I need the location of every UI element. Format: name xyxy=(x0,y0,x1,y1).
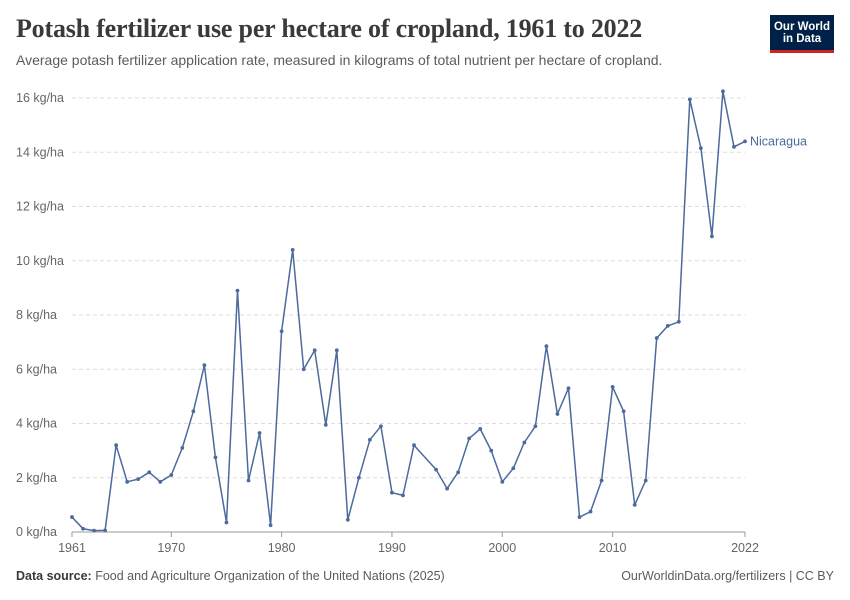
data-source: Data source: Food and Agriculture Organi… xyxy=(16,569,445,583)
line-chart: 0 kg/ha 2 kg/ha 4 kg/ha 6 kg/ha 8 kg/ha 10 kg… xyxy=(16,89,807,555)
data-point xyxy=(643,478,648,483)
x-tick-label: 2000 xyxy=(488,541,516,555)
data-point xyxy=(478,427,483,431)
data-point xyxy=(257,431,262,435)
data-source-label: Data source: xyxy=(16,569,92,583)
data-point xyxy=(103,528,107,533)
data-point xyxy=(698,146,703,151)
source-link[interactable]: OurWorldinData.org/fertilizers | CC BY xyxy=(621,569,834,583)
y-tick-label: 8 kg/ha xyxy=(16,308,57,322)
data-point xyxy=(268,523,273,528)
data-point xyxy=(676,319,681,324)
data-point xyxy=(312,348,317,353)
data-point xyxy=(654,336,659,340)
data-point xyxy=(191,409,196,414)
data-point xyxy=(566,386,571,391)
data-point xyxy=(213,455,218,460)
y-tick-label: 0 kg/ha xyxy=(16,525,57,539)
owid-logo[interactable]: Our World in Data xyxy=(770,15,834,53)
y-tick-label: 4 kg/ha xyxy=(16,417,57,431)
data-point xyxy=(401,493,405,498)
data-point xyxy=(92,528,96,533)
data-point xyxy=(158,479,163,484)
data-source-text: Food and Agriculture Organization of the… xyxy=(91,569,445,583)
x-tick-label: 1980 xyxy=(268,541,296,555)
data-point xyxy=(445,486,450,491)
y-tick-label: 6 kg/ha xyxy=(16,362,57,376)
data-point xyxy=(522,440,527,445)
data-point xyxy=(301,367,306,372)
data-point xyxy=(235,288,240,293)
data-point xyxy=(70,515,74,519)
y-tick-label: 14 kg/ha xyxy=(16,145,64,159)
data-point xyxy=(334,348,339,353)
data-point xyxy=(743,139,747,144)
data-point xyxy=(544,344,549,349)
chart-subtitle: Average potash fertilizer application ra… xyxy=(16,52,663,68)
data-point xyxy=(290,248,295,252)
data-point xyxy=(500,479,505,484)
data-point xyxy=(114,443,119,448)
chart-title: Potash fertilizer use per hectare of cro… xyxy=(16,14,643,43)
data-point xyxy=(202,363,207,368)
data-point xyxy=(577,515,582,519)
y-tick-label: 12 kg/ha xyxy=(16,200,64,214)
data-point xyxy=(246,478,251,483)
data-point xyxy=(81,526,85,531)
data-point xyxy=(511,466,516,471)
data-point xyxy=(125,479,130,484)
data-point xyxy=(687,97,692,102)
data-point xyxy=(533,424,538,429)
x-tick-label: 1970 xyxy=(157,541,185,555)
data-point xyxy=(610,384,615,389)
series-label: Nicaragua xyxy=(750,134,807,148)
data-point xyxy=(147,470,152,475)
data-point xyxy=(632,502,637,507)
data-point xyxy=(412,443,416,448)
data-point xyxy=(621,409,626,414)
x-tick-label: 1990 xyxy=(378,541,406,555)
data-point xyxy=(367,437,372,442)
data-point xyxy=(323,422,328,427)
x-tick-label: 2022 xyxy=(731,541,759,555)
data-point xyxy=(136,477,141,482)
logo-line-2: in Data xyxy=(782,33,822,45)
data-point xyxy=(279,329,284,334)
x-tick-label: 2010 xyxy=(599,541,627,555)
data-point xyxy=(390,490,394,495)
y-tick-label: 16 kg/ha xyxy=(16,91,64,105)
y-tick-label: 10 kg/ha xyxy=(16,254,64,268)
data-point xyxy=(356,475,361,480)
data-point xyxy=(345,517,350,522)
data-point xyxy=(489,448,494,453)
y-tick-label: 2 kg/ha xyxy=(16,471,57,485)
data-point xyxy=(721,89,725,94)
data-point xyxy=(588,509,593,514)
data-point xyxy=(665,323,670,328)
x-tick-label: 1961 xyxy=(58,541,86,555)
data-point xyxy=(732,144,736,149)
data-point xyxy=(467,436,472,441)
data-point xyxy=(434,467,438,472)
data-point xyxy=(710,234,714,239)
data-point xyxy=(169,473,174,477)
data-point xyxy=(379,424,383,429)
series-line xyxy=(71,90,746,532)
data-point xyxy=(599,478,604,483)
logo-line-1: Our World xyxy=(773,21,830,33)
data-point xyxy=(555,412,560,416)
data-point xyxy=(456,470,461,475)
data-point xyxy=(224,520,229,525)
data-point xyxy=(180,446,185,450)
